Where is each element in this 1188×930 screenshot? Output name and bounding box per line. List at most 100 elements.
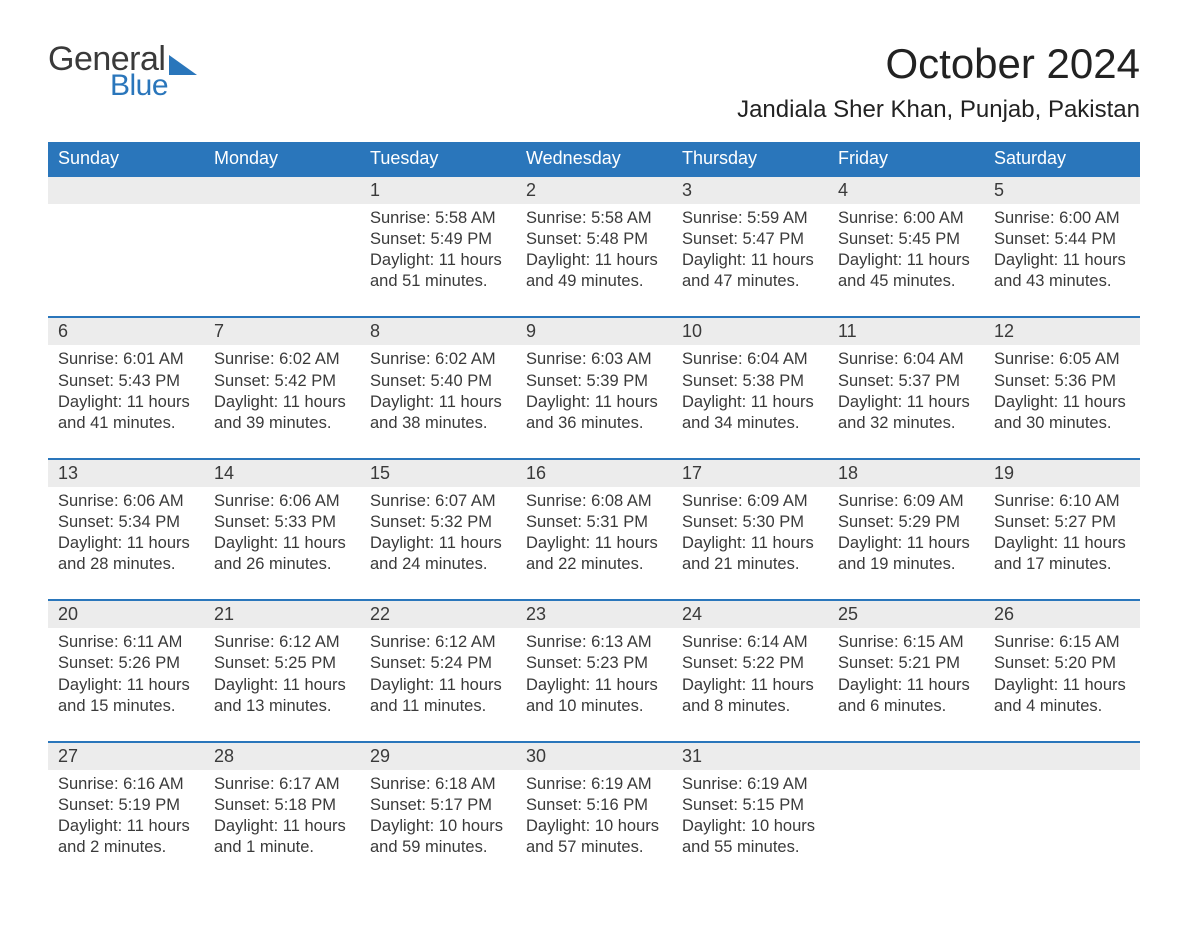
daylight-line: Daylight: 11 hours and 15 minutes. (58, 675, 194, 717)
day-number: 3 (672, 177, 828, 204)
sunrise-line: Sunrise: 6:08 AM (526, 491, 662, 512)
daynum-row: 12345 (48, 175, 1140, 204)
weekday-header: Friday (828, 142, 984, 175)
sunset-line: Sunset: 5:44 PM (994, 229, 1130, 250)
day-number: 24 (672, 601, 828, 628)
sunrise-line: Sunrise: 6:11 AM (58, 632, 194, 653)
day-detail: Sunrise: 6:00 AMSunset: 5:45 PMDaylight:… (828, 204, 984, 316)
day-detail: Sunrise: 6:09 AMSunset: 5:29 PMDaylight:… (828, 487, 984, 599)
sunrise-line: Sunrise: 6:09 AM (838, 491, 974, 512)
day-number: 8 (360, 318, 516, 345)
day-number: 23 (516, 601, 672, 628)
daylight-line: Daylight: 11 hours and 11 minutes. (370, 675, 506, 717)
sunrise-line: Sunrise: 6:18 AM (370, 774, 506, 795)
sunrise-line: Sunrise: 6:00 AM (994, 208, 1130, 229)
daylight-line: Daylight: 11 hours and 41 minutes. (58, 392, 194, 434)
day-number: 4 (828, 177, 984, 204)
day-detail: Sunrise: 6:15 AMSunset: 5:20 PMDaylight:… (984, 628, 1140, 740)
calendar-grid: SundayMondayTuesdayWednesdayThursdayFrid… (48, 142, 1140, 882)
weekday-header: Monday (204, 142, 360, 175)
sunrise-line: Sunrise: 6:05 AM (994, 349, 1130, 370)
daylight-line: Daylight: 10 hours and 59 minutes. (370, 816, 506, 858)
sunset-line: Sunset: 5:40 PM (370, 371, 506, 392)
sunrise-line: Sunrise: 6:06 AM (214, 491, 350, 512)
daylight-line: Daylight: 11 hours and 38 minutes. (370, 392, 506, 434)
sunset-line: Sunset: 5:19 PM (58, 795, 194, 816)
sunrise-line: Sunrise: 6:19 AM (526, 774, 662, 795)
header-block: General Blue October 2024 Jandiala Sher … (48, 40, 1140, 124)
daylight-line: Daylight: 10 hours and 55 minutes. (682, 816, 818, 858)
sunset-line: Sunset: 5:42 PM (214, 371, 350, 392)
daylight-line: Daylight: 11 hours and 28 minutes. (58, 533, 194, 575)
sunrise-line: Sunrise: 6:17 AM (214, 774, 350, 795)
day-detail: Sunrise: 6:06 AMSunset: 5:34 PMDaylight:… (48, 487, 204, 599)
sunrise-line: Sunrise: 6:06 AM (58, 491, 194, 512)
day-detail: Sunrise: 5:59 AMSunset: 5:47 PMDaylight:… (672, 204, 828, 316)
sunset-line: Sunset: 5:29 PM (838, 512, 974, 533)
daylight-line: Daylight: 11 hours and 10 minutes. (526, 675, 662, 717)
sunrise-line: Sunrise: 6:04 AM (682, 349, 818, 370)
daylight-line: Daylight: 11 hours and 6 minutes. (838, 675, 974, 717)
sunset-line: Sunset: 5:21 PM (838, 653, 974, 674)
daylight-line: Daylight: 11 hours and 45 minutes. (838, 250, 974, 292)
sunrise-line: Sunrise: 6:12 AM (370, 632, 506, 653)
day-number: 2 (516, 177, 672, 204)
weekday-header: Sunday (48, 142, 204, 175)
day-number: 17 (672, 460, 828, 487)
daynum-row: 13141516171819 (48, 458, 1140, 487)
detail-row: Sunrise: 6:06 AMSunset: 5:34 PMDaylight:… (48, 487, 1140, 599)
weekday-header: Wednesday (516, 142, 672, 175)
day-detail: Sunrise: 6:05 AMSunset: 5:36 PMDaylight:… (984, 345, 1140, 457)
sunrise-line: Sunrise: 6:15 AM (838, 632, 974, 653)
detail-row: Sunrise: 6:16 AMSunset: 5:19 PMDaylight:… (48, 770, 1140, 882)
daylight-line: Daylight: 11 hours and 34 minutes. (682, 392, 818, 434)
day-detail: Sunrise: 6:01 AMSunset: 5:43 PMDaylight:… (48, 345, 204, 457)
day-number: 12 (984, 318, 1140, 345)
day-detail: Sunrise: 6:19 AMSunset: 5:15 PMDaylight:… (672, 770, 828, 882)
daylight-line: Daylight: 11 hours and 1 minute. (214, 816, 350, 858)
sunrise-line: Sunrise: 6:04 AM (838, 349, 974, 370)
sunrise-line: Sunrise: 6:02 AM (214, 349, 350, 370)
sunset-line: Sunset: 5:17 PM (370, 795, 506, 816)
daylight-line: Daylight: 11 hours and 36 minutes. (526, 392, 662, 434)
day-detail: Sunrise: 6:06 AMSunset: 5:33 PMDaylight:… (204, 487, 360, 599)
sunrise-line: Sunrise: 6:09 AM (682, 491, 818, 512)
daynum-row: 2728293031 (48, 741, 1140, 770)
day-number: 14 (204, 460, 360, 487)
day-detail: Sunrise: 6:18 AMSunset: 5:17 PMDaylight:… (360, 770, 516, 882)
weekday-header: Thursday (672, 142, 828, 175)
daylight-line: Daylight: 11 hours and 32 minutes. (838, 392, 974, 434)
day-number: 21 (204, 601, 360, 628)
daylight-line: Daylight: 11 hours and 8 minutes. (682, 675, 818, 717)
sunset-line: Sunset: 5:15 PM (682, 795, 818, 816)
day-number: 11 (828, 318, 984, 345)
day-number: 29 (360, 743, 516, 770)
sunset-line: Sunset: 5:24 PM (370, 653, 506, 674)
daylight-line: Daylight: 10 hours and 57 minutes. (526, 816, 662, 858)
day-number: 25 (828, 601, 984, 628)
day-detail: Sunrise: 6:09 AMSunset: 5:30 PMDaylight:… (672, 487, 828, 599)
daynum-row: 6789101112 (48, 316, 1140, 345)
sunset-line: Sunset: 5:38 PM (682, 371, 818, 392)
daylight-line: Daylight: 11 hours and 39 minutes. (214, 392, 350, 434)
day-number: 20 (48, 601, 204, 628)
sunset-line: Sunset: 5:33 PM (214, 512, 350, 533)
logo-triangle-icon (169, 55, 197, 75)
day-number: 13 (48, 460, 204, 487)
day-number: 6 (48, 318, 204, 345)
sunset-line: Sunset: 5:37 PM (838, 371, 974, 392)
detail-row: Sunrise: 6:01 AMSunset: 5:43 PMDaylight:… (48, 345, 1140, 457)
page-title: October 2024 (737, 40, 1140, 88)
day-number: 27 (48, 743, 204, 770)
day-detail: Sunrise: 6:04 AMSunset: 5:38 PMDaylight:… (672, 345, 828, 457)
sunrise-line: Sunrise: 6:03 AM (526, 349, 662, 370)
sunset-line: Sunset: 5:49 PM (370, 229, 506, 250)
sunset-line: Sunset: 5:20 PM (994, 653, 1130, 674)
day-detail: Sunrise: 6:19 AMSunset: 5:16 PMDaylight:… (516, 770, 672, 882)
day-number: 19 (984, 460, 1140, 487)
sunset-line: Sunset: 5:30 PM (682, 512, 818, 533)
day-detail (984, 770, 1140, 882)
sunset-line: Sunset: 5:34 PM (58, 512, 194, 533)
day-number: 1 (360, 177, 516, 204)
logo-text-blue: Blue (110, 69, 168, 103)
